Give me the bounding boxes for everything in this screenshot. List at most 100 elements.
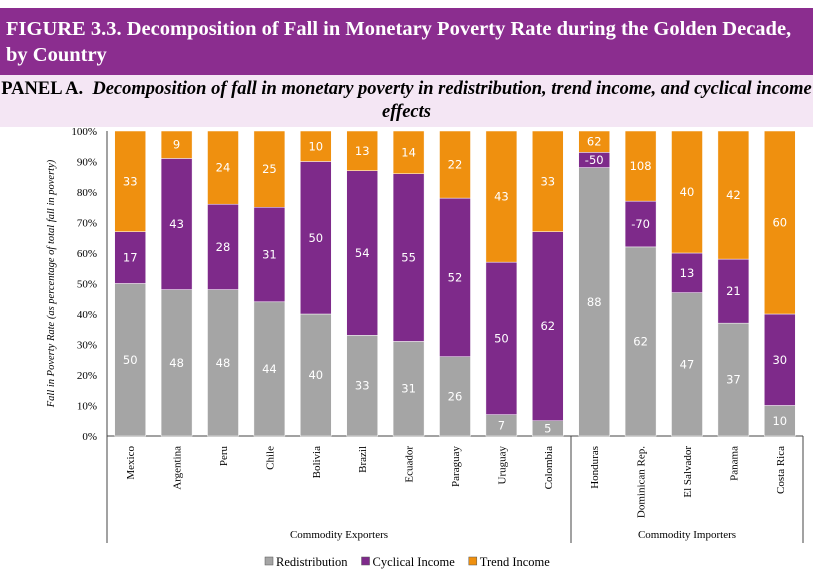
data-label: 25	[262, 162, 277, 176]
data-label: 5	[544, 421, 551, 435]
legend-label: Redistribution	[276, 555, 348, 569]
data-label: 40	[308, 368, 323, 382]
x-tick-label: Peru	[218, 446, 230, 467]
data-label: 10	[772, 414, 787, 428]
data-label: 33	[355, 379, 370, 393]
bar-segment-trend-income	[160, 130, 193, 159]
bar-segment-trend-income	[207, 130, 239, 205]
group-label: Commodity Exporters	[290, 529, 388, 541]
bar-segment-cyclical-income	[624, 200, 657, 248]
data-label: 22	[448, 158, 463, 172]
data-label: 24	[216, 161, 231, 175]
data-label: 108	[630, 159, 652, 173]
bar-segment-cyclical-income	[300, 161, 332, 315]
y-tick-label: 50%	[77, 279, 97, 291]
data-label: 13	[355, 144, 370, 158]
bar-segment-trend-income	[300, 130, 332, 162]
data-label: 7	[498, 418, 505, 432]
x-tick-label: Uruguay	[496, 446, 508, 485]
data-label: 48	[169, 356, 184, 370]
bar-segment-cyclical-income	[532, 231, 564, 421]
bar-segment-redistribution	[207, 289, 239, 437]
bar-segment-trend-income	[346, 130, 378, 171]
x-tick-label: Colombia	[543, 446, 555, 490]
panel-subtitle: Decomposition of fall in monetary povert…	[92, 79, 812, 122]
bar-segment-trend-income	[392, 130, 425, 174]
data-label: 17	[123, 251, 138, 265]
bar-segment-cyclical-income	[717, 258, 750, 324]
data-label: 26	[448, 389, 463, 403]
data-label: 48	[216, 356, 231, 370]
data-label: 47	[680, 357, 695, 371]
legend-label: Cyclical Income	[373, 555, 456, 569]
bar-segment-trend-income	[253, 130, 286, 208]
x-tick-label: El Salvador	[682, 446, 694, 498]
data-label: 50	[494, 331, 509, 345]
bar-segment-cyclical-income	[671, 252, 703, 293]
x-tick-label: Paraguay	[450, 446, 462, 487]
y-tick-label: 90%	[77, 157, 97, 169]
data-label: 88	[587, 295, 602, 309]
bar-segment-trend-income	[485, 130, 518, 263]
bar-segment-cyclical-income	[485, 261, 518, 415]
data-label: 40	[680, 185, 695, 199]
bar-segment-redistribution	[624, 246, 657, 437]
bar-segment-redistribution	[578, 167, 610, 437]
bar-segment-trend-income	[114, 130, 146, 232]
y-axis-title: Fall in Poverty Rate (as percentage of t…	[46, 159, 57, 408]
data-label: -70	[631, 217, 650, 231]
data-label: 31	[262, 248, 277, 262]
bar-segment-cyclical-income	[160, 158, 193, 290]
x-tick-label: Mexico	[125, 446, 137, 480]
bar-segment-trend-income	[764, 130, 796, 315]
data-label: 62	[587, 135, 602, 149]
data-label: 50	[123, 353, 138, 367]
y-tick-label: 0%	[82, 431, 97, 443]
bar-segment-cyclical-income	[439, 197, 471, 357]
data-label: -50	[585, 153, 604, 167]
bar-segment-redistribution	[253, 301, 286, 437]
bar-segment-cyclical-income	[346, 170, 378, 336]
legend-swatch	[361, 556, 370, 566]
group-label: Commodity Importers	[638, 529, 736, 541]
data-label: 31	[401, 382, 416, 396]
bar-segment-trend-income	[578, 130, 610, 153]
bar-segment-trend-income	[532, 130, 564, 232]
bar-segment-cyclical-income	[392, 173, 425, 342]
x-tick-label: Chile	[264, 446, 276, 470]
legend-label: Trend Income	[480, 555, 550, 569]
data-label: 52	[448, 270, 463, 284]
y-tick-label: 70%	[77, 218, 97, 230]
data-label: 30	[772, 353, 787, 367]
data-label: 28	[216, 240, 231, 254]
bar-segment-redistribution	[439, 356, 471, 437]
data-label: 37	[726, 373, 741, 387]
bar-segment-trend-income	[624, 130, 657, 202]
bar-segment-redistribution	[392, 341, 425, 437]
y-tick-label: 60%	[77, 248, 97, 260]
data-label: 21	[726, 284, 741, 298]
data-label: 62	[633, 334, 648, 348]
x-tick-label: Dominican Rep.	[636, 446, 648, 518]
bar-segment-trend-income	[717, 130, 750, 260]
x-tick-label: Brazil	[357, 446, 369, 473]
x-tick-label: Ecuador	[404, 446, 416, 483]
y-tick-label: 100%	[71, 126, 97, 138]
legend-swatch	[264, 556, 274, 566]
y-tick-label: 40%	[77, 309, 97, 321]
bar-segment-cyclical-income	[253, 207, 286, 303]
panel-header: PANEL A. Decomposition of fall in moneta…	[0, 75, 813, 127]
data-label: 33	[540, 174, 555, 188]
data-label: 43	[169, 217, 184, 231]
data-label: 62	[540, 319, 555, 333]
data-label: 10	[308, 139, 323, 153]
bar-segment-redistribution	[717, 322, 750, 437]
data-label: 42	[726, 188, 741, 202]
x-tick-label: Costa Rica	[775, 446, 787, 494]
y-tick-label: 30%	[77, 340, 97, 352]
bar-segment-redistribution	[346, 335, 378, 437]
bar-segment-redistribution	[114, 283, 146, 437]
bar-segment-redistribution	[160, 289, 193, 437]
bar-segment-cyclical-income	[764, 313, 796, 406]
data-label: 33	[123, 174, 138, 188]
